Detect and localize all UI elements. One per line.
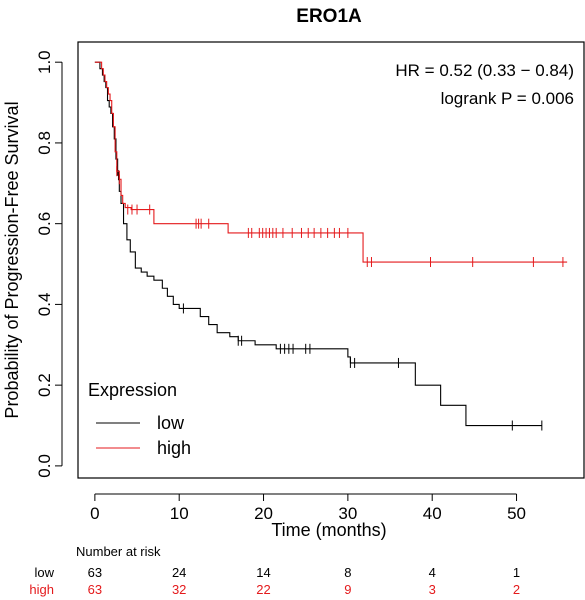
y-axis: 0.0 0.2 0.4 0.6 0.8 1.0 (35, 50, 63, 478)
risk-count-high: 3 (429, 582, 436, 597)
risk-count-low: 24 (172, 565, 186, 580)
x-axis-label: Time (months) (271, 520, 386, 540)
x-tick-label: 50 (507, 504, 526, 523)
y-axis-label: Probability of Progression-Free Survival (2, 101, 22, 418)
y-tick-label: 0.6 (35, 212, 54, 236)
risk-count-low: 63 (88, 565, 102, 580)
plot-frame (77, 41, 585, 479)
risk-count-high: 9 (344, 582, 351, 597)
y-tick-label: 1.0 (35, 50, 54, 74)
legend: Expression low high (88, 380, 191, 458)
risk-count-low: 14 (256, 565, 270, 580)
risk-count-low: 8 (344, 565, 351, 580)
hazard-ratio-annotation: HR = 0.52 (0.33 − 0.84) (395, 61, 574, 80)
chart-title: ERO1A (296, 6, 362, 27)
y-tick-label: 0.0 (35, 454, 54, 478)
y-tick-label: 0.8 (35, 131, 54, 155)
x-tick-label: 40 (423, 504, 442, 523)
x-tick-label: 10 (170, 504, 189, 523)
x-tick-label: 20 (254, 504, 273, 523)
x-axis: 0 10 20 30 40 50 (90, 493, 526, 523)
risk-count-high: 63 (88, 582, 102, 597)
risk-count-high: 2 (513, 582, 520, 597)
series-group (94, 61, 568, 431)
risk-count-low: 1 (513, 565, 520, 580)
risk-count-high: 32 (172, 582, 186, 597)
legend-title: Expression (88, 380, 177, 400)
survival-curve-low (94, 61, 542, 427)
risk-row-label-high: high (29, 582, 54, 597)
x-tick-label: 30 (338, 504, 357, 523)
x-tick-label: 0 (90, 504, 99, 523)
y-tick-label: 0.2 (35, 373, 54, 397)
legend-label-high: high (157, 438, 191, 458)
legend-label-low: low (157, 413, 185, 433)
logrank-annotation: logrank P = 0.006 (441, 89, 574, 108)
risk-row-label-low: low (34, 565, 54, 580)
risk-count-high: 22 (256, 582, 270, 597)
risk-table-header: Number at risk (76, 544, 161, 559)
y-tick-label: 0.4 (35, 293, 54, 317)
risk-count-low: 4 (429, 565, 436, 580)
